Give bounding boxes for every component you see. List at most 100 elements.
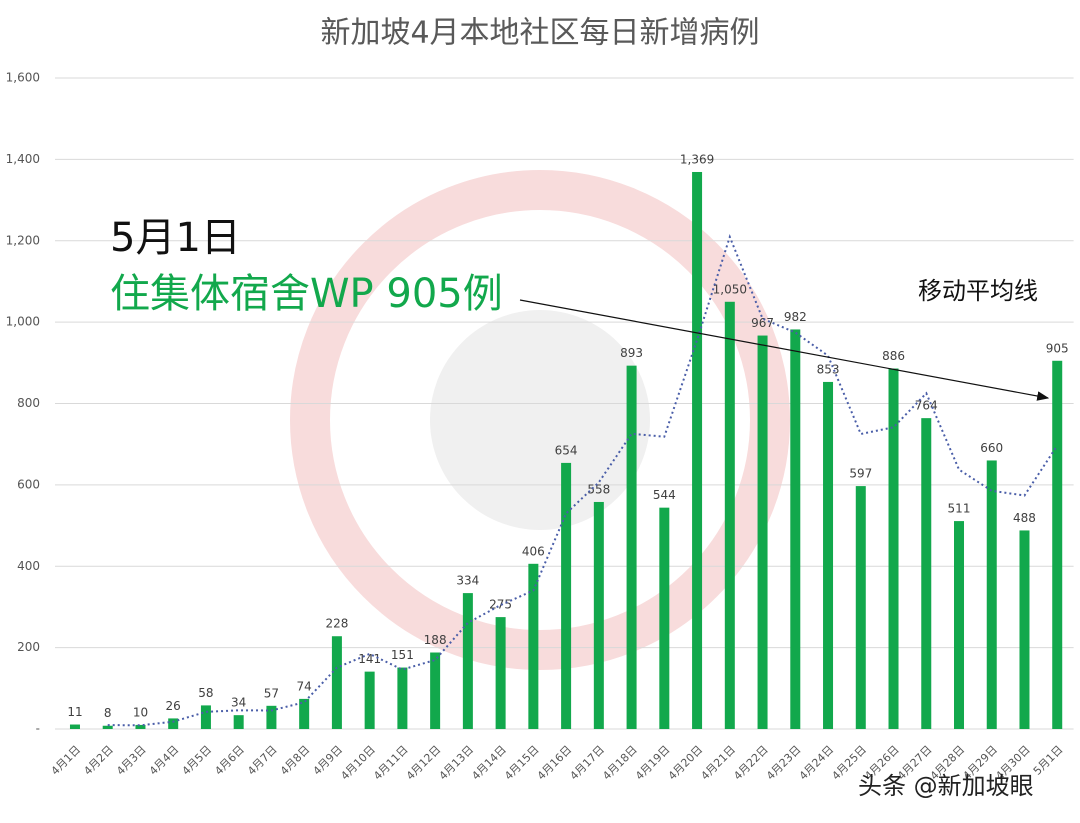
x-tick-label: 4月2日 xyxy=(81,743,116,778)
moving-average-label: 移动平均线 xyxy=(918,277,1038,305)
value-label: 151 xyxy=(391,648,414,662)
bar xyxy=(462,593,473,729)
annotation-arrow xyxy=(519,299,1050,401)
value-label: 141 xyxy=(358,652,381,666)
bar xyxy=(331,636,342,729)
value-label: 544 xyxy=(653,488,676,502)
x-tick-label: 4月22日 xyxy=(731,743,771,783)
bar xyxy=(69,724,80,729)
x-tick-label: 4月8日 xyxy=(278,743,313,778)
y-tick-label: 400 xyxy=(17,559,40,573)
x-tick-label: 4月7日 xyxy=(245,743,280,778)
bar xyxy=(430,652,441,729)
value-label: 654 xyxy=(555,443,578,457)
x-tick-label: 4月4日 xyxy=(147,743,182,778)
x-tick-label: 4月16日 xyxy=(535,743,575,783)
bar xyxy=(135,724,146,729)
x-tick-label: 4月24日 xyxy=(797,743,837,783)
bar xyxy=(593,501,604,729)
annotation-note: 住集体宿舍WP 905例 xyxy=(110,271,503,317)
bar xyxy=(888,368,899,729)
x-tick-label: 4月11日 xyxy=(371,743,411,783)
watermark-logo xyxy=(290,170,790,670)
x-tick-label: 4月6日 xyxy=(212,743,247,778)
value-label: 893 xyxy=(620,346,643,360)
value-label: 886 xyxy=(882,349,905,363)
bar xyxy=(626,365,637,729)
watermark-logo-center xyxy=(430,310,650,530)
bar xyxy=(364,671,375,729)
value-label: 11 xyxy=(67,705,82,719)
bar xyxy=(168,718,179,729)
value-label: 58 xyxy=(198,686,213,700)
bar xyxy=(790,329,801,729)
x-tick-label: 4月14日 xyxy=(469,743,509,783)
value-label: 188 xyxy=(424,633,447,647)
bar xyxy=(266,705,277,729)
moving-average-line xyxy=(107,233,1059,727)
bar xyxy=(855,486,866,729)
x-tick-label: 4月10日 xyxy=(338,743,378,783)
y-tick-label: 1,200 xyxy=(6,233,40,247)
y-tick-label: 1,000 xyxy=(6,315,40,329)
value-label: 1,050 xyxy=(713,282,747,296)
value-label: 660 xyxy=(980,441,1003,455)
bar xyxy=(200,705,211,729)
value-label: 1,369 xyxy=(680,152,714,166)
value-label: 57 xyxy=(264,686,279,700)
bar xyxy=(528,563,539,729)
y-tick-label: 1,400 xyxy=(6,152,40,166)
x-tick-label: 4月15日 xyxy=(502,743,542,783)
bar xyxy=(102,725,113,729)
value-label: 905 xyxy=(1046,341,1069,355)
bar xyxy=(233,715,244,729)
x-tick-label: 4月19日 xyxy=(633,743,673,783)
value-label: 334 xyxy=(456,574,479,588)
value-label: 853 xyxy=(817,362,840,376)
x-tick-label: 4月1日 xyxy=(49,743,84,778)
value-label: 982 xyxy=(784,310,807,324)
value-label: 228 xyxy=(325,617,348,631)
bar xyxy=(299,698,310,729)
bar xyxy=(495,617,506,729)
x-tick-label: 4月5日 xyxy=(180,743,215,778)
x-tick-label: 4月18日 xyxy=(600,743,640,783)
value-label: 34 xyxy=(231,696,246,710)
annotation-date: 5月1日 xyxy=(110,215,241,261)
x-tick-label: 5月1日 xyxy=(1031,743,1066,778)
value-label: 275 xyxy=(489,598,512,612)
chart-title: 新加坡4月本地社区每日新增病例 xyxy=(320,16,759,51)
bar xyxy=(954,521,965,729)
value-label: 558 xyxy=(587,482,610,496)
value-label: 764 xyxy=(915,399,938,413)
y-tick-label: 1,600 xyxy=(6,71,40,85)
value-label: 74 xyxy=(297,679,312,693)
bar xyxy=(561,462,572,729)
y-tick-label: 200 xyxy=(17,640,40,654)
x-tick-label: 4月23日 xyxy=(764,743,804,783)
x-tick-label: 4月12日 xyxy=(404,743,444,783)
bar xyxy=(986,460,997,729)
bar xyxy=(692,171,703,729)
y-tick-label: 600 xyxy=(17,477,40,491)
watermark-text: 头条 @新加坡眼 xyxy=(858,772,1034,800)
value-label: 406 xyxy=(522,544,545,558)
bar xyxy=(1052,360,1063,729)
bar xyxy=(1019,530,1030,729)
x-tick-label: 4月13日 xyxy=(437,743,477,783)
value-label: 511 xyxy=(948,502,971,516)
bar xyxy=(823,381,834,729)
x-tick-label: 4月21日 xyxy=(698,743,738,783)
value-label: 8 xyxy=(104,706,112,720)
bar xyxy=(659,507,670,729)
value-label: 488 xyxy=(1013,511,1036,525)
x-tick-label: 4月17日 xyxy=(567,743,607,783)
y-tick-label: - xyxy=(36,722,40,736)
value-label: 967 xyxy=(751,316,774,330)
bar xyxy=(921,418,932,729)
value-label: 597 xyxy=(849,467,872,481)
x-tick-label: 4月20日 xyxy=(666,743,706,783)
value-label: 10 xyxy=(133,705,148,719)
bar xyxy=(397,667,408,729)
